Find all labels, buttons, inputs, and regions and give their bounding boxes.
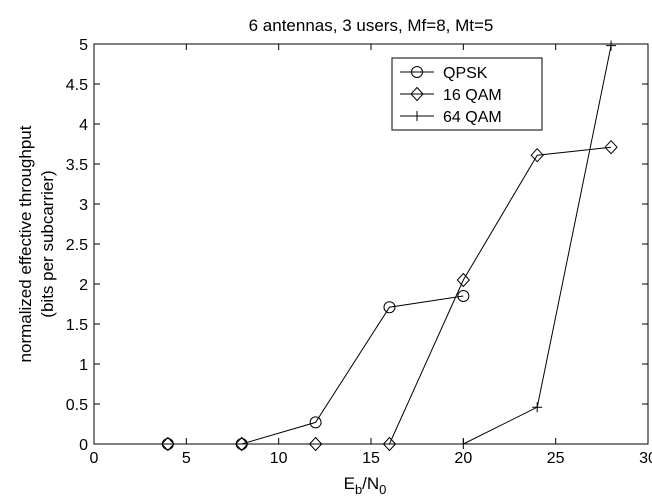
chart-title: 6 antennas, 3 users, Mf=8, Mt=5	[249, 16, 494, 35]
x-tick-label: 5	[182, 450, 191, 467]
data-point	[235, 436, 249, 452]
plot-area	[93, 43, 649, 445]
y-tick-label: 1	[79, 357, 88, 374]
x-label-main: E	[344, 474, 355, 493]
y-tick-label: 3.5	[66, 157, 88, 174]
data-point	[604, 139, 618, 155]
data-point	[457, 290, 470, 302]
legend-label: QPSK	[443, 65, 488, 82]
legend-marker	[410, 86, 424, 102]
legend-entry: 16 QAM	[400, 86, 502, 104]
y-axis-label-line1: normalized effective throughput	[16, 125, 35, 362]
y-tick-label: 3	[79, 197, 88, 214]
y-axis-label-group: normalized effective throughput (bits pe…	[16, 125, 57, 362]
legend-label: 16 QAM	[443, 87, 502, 104]
x-tick-label: 30	[639, 450, 652, 467]
series-16-qam	[161, 139, 618, 452]
x-tick-label: 10	[270, 450, 288, 467]
series-64-qam	[458, 40, 617, 449]
x-tick-label: 15	[362, 450, 380, 467]
legend-entry: QPSK	[400, 65, 488, 82]
y-tick-label: 5	[79, 37, 88, 54]
data-point	[532, 402, 543, 413]
data-point	[308, 436, 323, 452]
data-point	[606, 40, 617, 51]
y-axis: 0 0.5 1 1.5 2 2.5 3 3.5 4 4.5 5	[66, 37, 648, 454]
data-point	[456, 272, 471, 288]
legend-marker	[412, 111, 422, 121]
y-tick-label: 2.5	[66, 237, 88, 254]
x-label-sub2: 0	[379, 482, 386, 497]
data-point	[383, 301, 396, 314]
x-label-mid: /N	[362, 474, 379, 493]
x-tick-label: 20	[454, 450, 472, 467]
y-tick-label: 2	[79, 277, 88, 294]
data-point	[161, 436, 175, 452]
data-point	[382, 436, 397, 452]
legend-entry: 64 QAM	[400, 109, 502, 126]
y-axis-label-line2: (bits per subcarrier)	[38, 170, 57, 317]
series-layer	[161, 40, 618, 452]
x-tick-label: 0	[90, 450, 99, 467]
x-axis-label: Eb/N0	[344, 474, 387, 497]
legend: QPSK 16 QAM 64 QAM	[391, 57, 543, 131]
y-tick-label: 4	[79, 117, 88, 134]
data-point	[458, 439, 469, 449]
x-label-sub1: b	[355, 482, 362, 497]
data-point	[530, 147, 544, 163]
data-point	[309, 416, 322, 429]
legend-marker	[411, 66, 423, 78]
x-tick-label: 25	[547, 450, 565, 467]
y-tick-label: 0.5	[66, 397, 88, 414]
y-tick-label: 1.5	[66, 317, 88, 334]
y-tick-label: 4.5	[66, 77, 88, 94]
series-line	[167, 146, 612, 445]
y-tick-label: 0	[79, 437, 88, 454]
legend-label: 64 QAM	[443, 109, 502, 126]
